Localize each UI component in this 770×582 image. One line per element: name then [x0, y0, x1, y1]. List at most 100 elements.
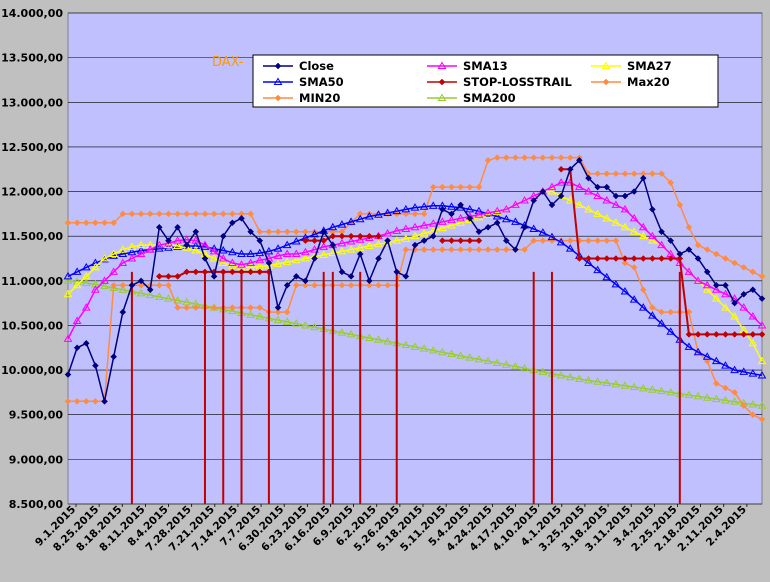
data-point	[365, 281, 373, 289]
data-point	[301, 320, 310, 329]
data-point	[127, 254, 137, 262]
data-point	[72, 277, 82, 285]
data-point	[346, 217, 356, 225]
data-point	[364, 333, 374, 341]
y-tick-label: 10.000,00	[1, 364, 63, 377]
data-point	[338, 281, 346, 289]
data-point	[712, 331, 720, 338]
data-point	[593, 191, 603, 200]
data-point	[621, 170, 629, 178]
data-point	[118, 285, 128, 293]
data-point	[438, 223, 447, 232]
data-point	[119, 281, 127, 289]
data-point	[721, 289, 730, 298]
data-point	[465, 204, 475, 213]
data-point	[429, 183, 437, 191]
legend-marker	[274, 62, 282, 70]
data-point	[649, 206, 656, 213]
series-sma50	[63, 201, 767, 379]
data-point	[109, 249, 119, 258]
data-point	[192, 210, 200, 218]
data-point	[200, 240, 210, 249]
data-point	[291, 255, 301, 264]
data-point	[740, 264, 748, 271]
data-point	[346, 329, 356, 338]
data-point	[337, 238, 347, 247]
data-point	[311, 255, 318, 262]
data-point	[410, 342, 420, 350]
data-point	[676, 250, 684, 258]
data-point	[246, 258, 256, 266]
data-point	[173, 236, 182, 244]
data-point	[82, 339, 90, 347]
data-point	[92, 219, 99, 227]
legend-box	[252, 54, 719, 108]
data-point	[227, 258, 237, 266]
data-point	[757, 370, 767, 379]
data-point	[91, 285, 100, 293]
data-point	[64, 371, 72, 378]
data-point	[364, 212, 374, 220]
data-point	[154, 240, 164, 249]
data-point	[410, 231, 420, 240]
data-point	[164, 240, 173, 249]
data-point	[757, 356, 767, 365]
legend-label: STOP-LOSSTRAIL	[463, 75, 573, 89]
data-point	[666, 327, 676, 335]
y-tick-label: 13.000,00	[1, 96, 63, 109]
data-point	[355, 243, 365, 251]
data-point	[667, 308, 675, 316]
data-point	[658, 170, 665, 178]
data-point	[365, 277, 373, 285]
data-point	[310, 245, 319, 253]
data-point	[428, 201, 438, 209]
data-point	[101, 397, 108, 405]
data-point	[291, 319, 301, 327]
legend-item-min20: MIN20	[263, 91, 340, 105]
data-point	[758, 273, 766, 280]
data-point	[638, 383, 648, 392]
data-point	[538, 228, 548, 236]
data-point	[145, 240, 155, 249]
data-point	[502, 154, 510, 161]
data-point	[603, 237, 611, 244]
data-point	[210, 273, 218, 280]
data-point	[145, 245, 155, 253]
data-point	[447, 215, 456, 224]
data-point	[557, 154, 565, 161]
data-point	[81, 278, 91, 287]
data-point	[439, 237, 446, 244]
data-point	[612, 255, 620, 262]
data-point	[81, 303, 91, 311]
data-point	[92, 397, 99, 405]
data-point	[136, 245, 146, 254]
data-point	[419, 202, 429, 210]
data-point	[100, 276, 109, 284]
data-point	[218, 245, 228, 254]
data-point	[585, 174, 592, 182]
data-point	[658, 228, 665, 236]
data-point	[401, 224, 411, 233]
data-point	[629, 295, 639, 303]
data-point	[594, 255, 601, 262]
legend-marker	[601, 61, 611, 69]
legend-label: SMA200	[463, 91, 516, 105]
data-point	[722, 384, 729, 392]
data-point	[711, 294, 721, 302]
data-point	[621, 192, 629, 200]
data-point	[311, 281, 318, 289]
data-point	[530, 237, 538, 244]
data-point	[72, 316, 82, 324]
data-point	[740, 290, 748, 298]
data-point	[593, 209, 603, 217]
data-point	[521, 246, 528, 253]
data-point	[466, 214, 474, 222]
data-point	[256, 268, 264, 276]
data-point	[191, 241, 201, 250]
data-point	[192, 268, 200, 276]
data-point	[420, 210, 428, 218]
data-point	[401, 204, 411, 213]
data-point	[383, 208, 392, 216]
data-point	[612, 237, 620, 244]
data-point	[429, 232, 437, 240]
